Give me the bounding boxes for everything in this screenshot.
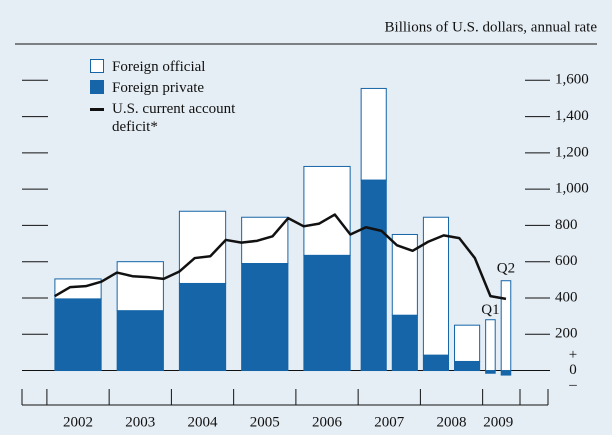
legend-item: Foreign official	[90, 58, 290, 76]
unit-label: Billions of U.S. dollars, annual rate	[385, 19, 598, 35]
x-tick-label: 2009	[483, 414, 513, 430]
deficit-line	[54, 213, 507, 301]
y-tick-label: 400	[555, 289, 578, 305]
bar	[391, 233, 418, 316]
bar	[116, 310, 164, 372]
legend-swatch	[90, 59, 104, 73]
x-tick-label: 2005	[250, 414, 280, 430]
y-tick-label: 200	[555, 326, 578, 342]
legend-item: U.S. current account deficit*	[90, 100, 290, 136]
annotation: Q2	[497, 260, 515, 276]
x-tick-label: 2002	[63, 414, 93, 430]
bar	[360, 179, 387, 372]
zero-sign: +	[569, 347, 577, 363]
bar	[422, 354, 450, 372]
bar	[241, 216, 289, 265]
bar	[116, 261, 164, 312]
y-tick-label: 0	[569, 362, 577, 378]
annotation: Q1	[481, 302, 499, 318]
legend-swatch	[90, 80, 104, 94]
bar	[241, 263, 289, 372]
bar	[54, 298, 102, 372]
bar	[303, 165, 351, 256]
bar	[54, 278, 102, 300]
y-tick-label: 1,400	[555, 108, 589, 124]
y-tick-label: 600	[555, 253, 578, 269]
zero-sign: –	[568, 377, 577, 393]
bar	[454, 360, 481, 372]
x-tick-label: 2003	[125, 414, 155, 430]
legend-label: U.S. current account deficit*	[112, 101, 236, 135]
bar	[500, 280, 512, 372]
x-tick-label: 2004	[188, 414, 219, 430]
bar	[303, 254, 351, 372]
x-tick-label: 2008	[437, 414, 467, 430]
x-tick-label: 2006	[312, 414, 343, 430]
legend-item: Foreign private	[90, 79, 290, 97]
legend: Foreign official Foreign private U.S. cu…	[90, 58, 290, 139]
legend-label: Foreign official	[112, 59, 206, 75]
bar	[178, 282, 227, 372]
bar	[422, 216, 450, 356]
bar	[391, 314, 418, 372]
bar	[485, 319, 496, 372]
bar	[500, 370, 512, 376]
bar	[454, 324, 481, 362]
y-tick-label: 1,600	[555, 72, 589, 88]
legend-label: Foreign private	[112, 80, 205, 96]
x-tick-label: 2007	[374, 414, 405, 430]
bar	[360, 87, 387, 181]
legend-swatch	[90, 108, 104, 111]
y-tick-label: 1,000	[555, 181, 589, 197]
y-tick-label: 800	[555, 217, 578, 233]
y-tick-label: 1,200	[555, 144, 589, 160]
